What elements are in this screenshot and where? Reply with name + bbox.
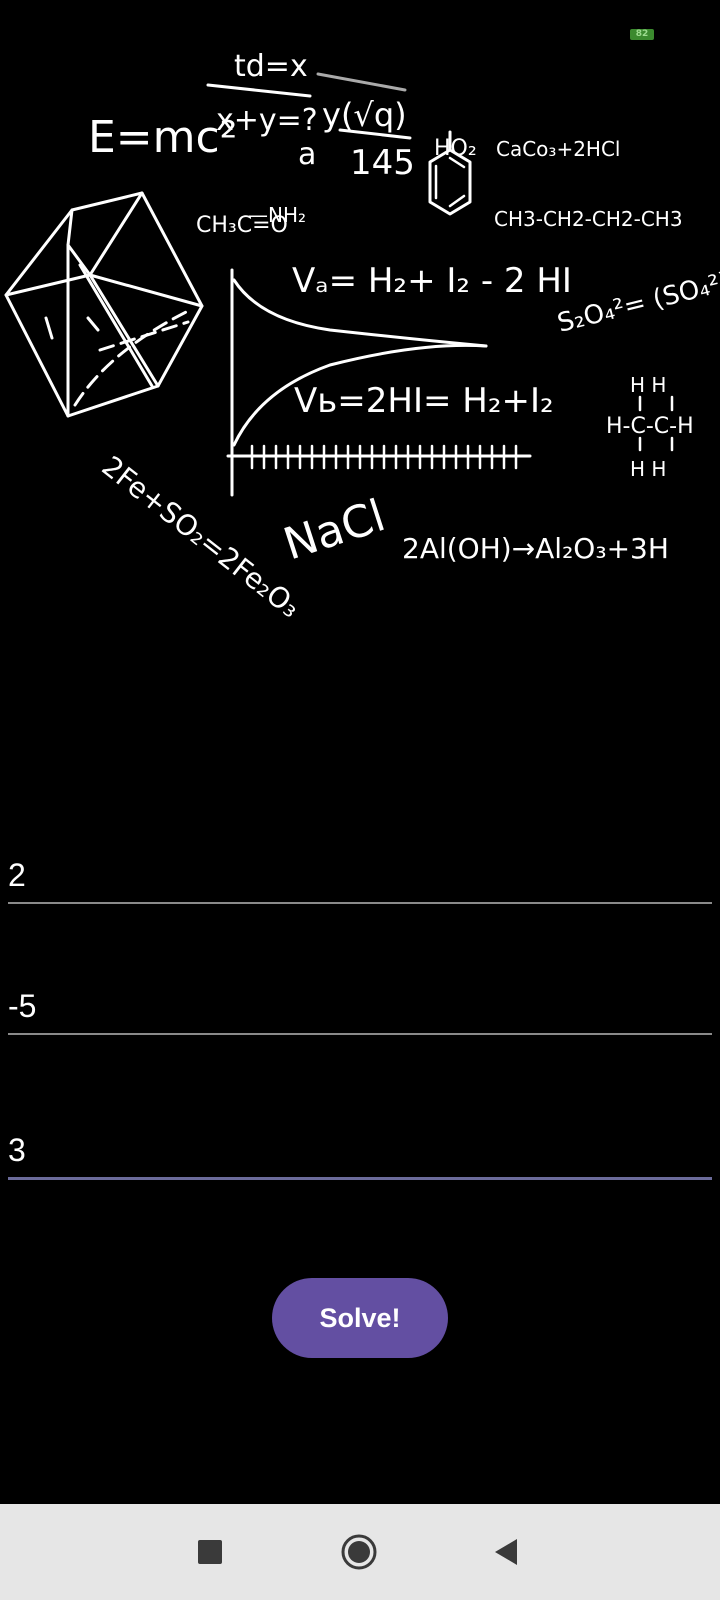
formula-structure-h-top: H H <box>630 373 666 397</box>
formula-x-plus-y: x+y=? <box>216 103 318 138</box>
home-circle-icon[interactable] <box>335 1528 383 1576</box>
formula-nacl: NaCl <box>278 490 392 570</box>
formula-ho2: HO₂ <box>434 136 477 161</box>
formula-structure-hcch: H-C-C-H <box>606 414 694 439</box>
coefficient-a-input[interactable] <box>8 848 712 904</box>
coefficient-a-field[interactable] <box>8 844 712 904</box>
chalkboard-formulas-illustration: E=mc² td=x x+y=? a y(√q) 145 HO₂ CaCo₃+2… <box>4 49 720 625</box>
formula-145: 145 <box>350 143 415 183</box>
formula-s2o4: S₂O₄²= (SO₄²) <box>554 267 720 339</box>
system-navigation-bar <box>0 1504 720 1600</box>
formula-butane: CH3-CH2-CH2-CH3 <box>494 207 683 231</box>
coefficient-b-input[interactable] <box>8 979 712 1035</box>
battery-indicator: 82 <box>630 29 654 40</box>
formula-al: 2Al(OH)→Al₂O₃+3H <box>402 532 669 565</box>
formula-vb: Vь=2HI= H₂+I₂ <box>294 381 554 421</box>
formula-y-sqrt: y(√q) <box>322 96 407 134</box>
formula-ch3c: CH₃C=O <box>196 213 288 238</box>
formula-structure-h-bottom: H H <box>630 457 666 481</box>
formula-fe: 2Fe+SO₂=2Fe₂O₃ <box>96 450 307 625</box>
coefficient-c-field[interactable] <box>8 1120 712 1180</box>
formula-va: Vₐ= H₂+ I₂ - 2 HI <box>292 261 572 301</box>
back-triangle-icon[interactable] <box>483 1528 531 1576</box>
coefficient-c-input[interactable] <box>8 1124 712 1180</box>
solve-button[interactable]: Solve! <box>272 1278 448 1358</box>
recents-square-icon[interactable] <box>186 1528 234 1576</box>
formula-nh2: —NH₂ <box>248 203 306 227</box>
formula-emc2: E=mc² <box>88 112 237 163</box>
formula-a: a <box>298 137 316 172</box>
formula-caco3: CaCo₃+2HCl <box>496 137 620 161</box>
formula-td-x: td=x <box>234 49 308 84</box>
coefficient-b-field[interactable] <box>8 975 712 1035</box>
